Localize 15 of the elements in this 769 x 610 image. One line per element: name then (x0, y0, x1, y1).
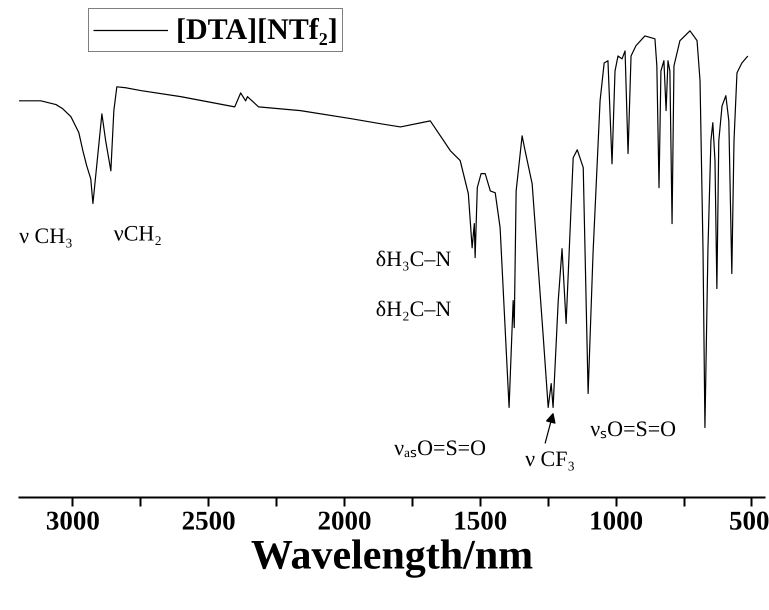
x-tick-label: 3000 (46, 506, 100, 536)
annotation: δH₃C–N (376, 246, 452, 271)
annotation: νₐₛO=S=O (394, 434, 486, 460)
x-axis-title: Wavelength/nm (250, 532, 534, 578)
annotation: ν CH₃ (19, 223, 73, 248)
annotation: νₛO=S=O (590, 416, 676, 441)
x-tick-label: 500 (729, 506, 769, 536)
x-tick-label: 2000 (317, 506, 372, 536)
annotation: δH₂C–N (376, 296, 452, 321)
annotation: ν CF₃ (525, 446, 576, 471)
x-tick-label: 2500 (182, 506, 236, 536)
x-tick-label: 1500 (453, 506, 508, 536)
annotation: νCH₂ (114, 220, 162, 246)
x-tick-label: 1000 (589, 506, 644, 536)
legend-label: [DTA][NTf₂] (176, 13, 338, 47)
